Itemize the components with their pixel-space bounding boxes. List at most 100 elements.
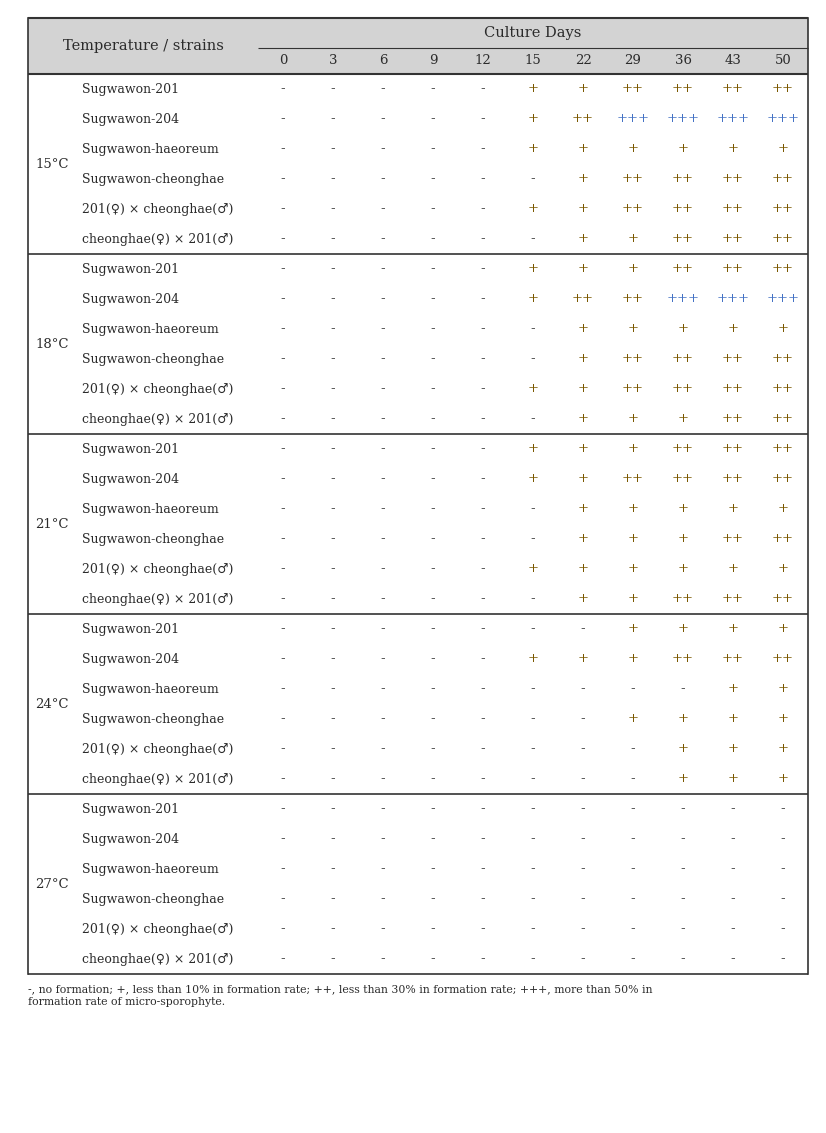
Text: ++: ++ <box>722 263 744 275</box>
Text: -: - <box>681 862 686 876</box>
Text: 15°C: 15°C <box>36 157 69 170</box>
Text: +: + <box>628 562 638 576</box>
Text: -: - <box>731 862 735 876</box>
Text: +: + <box>677 622 689 636</box>
Text: -: - <box>631 682 635 696</box>
Text: -: - <box>430 172 435 186</box>
Text: -: - <box>481 292 486 306</box>
Text: +: + <box>728 503 738 516</box>
Text: +: + <box>677 503 689 516</box>
Text: ++: ++ <box>672 83 694 95</box>
Text: +: + <box>528 112 539 126</box>
Text: -: - <box>430 922 435 936</box>
Text: +: + <box>677 323 689 335</box>
Text: -: - <box>430 443 435 455</box>
Text: -: - <box>530 352 535 366</box>
Text: -: - <box>481 112 486 126</box>
Text: -: - <box>481 953 486 965</box>
Text: -: - <box>381 622 385 636</box>
Text: -: - <box>281 172 285 186</box>
Text: -: - <box>330 352 335 366</box>
Text: -: - <box>530 773 535 785</box>
Text: +: + <box>777 773 789 785</box>
Text: -: - <box>430 352 435 366</box>
Text: ++: ++ <box>772 472 794 486</box>
Text: -: - <box>381 533 385 545</box>
Text: +: + <box>628 622 638 636</box>
Text: -: - <box>330 742 335 756</box>
Text: -: - <box>281 922 285 936</box>
Text: ++: ++ <box>772 263 794 275</box>
Text: -: - <box>781 922 786 936</box>
Text: -: - <box>381 773 385 785</box>
Text: -: - <box>530 593 535 605</box>
Text: +: + <box>577 203 588 215</box>
Text: ++: ++ <box>772 232 794 246</box>
Text: -: - <box>481 653 486 665</box>
Text: -: - <box>430 562 435 576</box>
Text: -: - <box>530 503 535 516</box>
Text: +: + <box>628 412 638 426</box>
Text: 0: 0 <box>279 54 287 68</box>
Text: +: + <box>628 323 638 335</box>
Text: +: + <box>677 412 689 426</box>
Text: -: - <box>631 833 635 845</box>
Text: cheonghae(♀) × 201(♂): cheonghae(♀) × 201(♂) <box>82 593 234 605</box>
Text: -: - <box>381 203 385 215</box>
Text: Sugwawon-cheonghae: Sugwawon-cheonghae <box>82 713 224 725</box>
Text: +: + <box>728 742 738 756</box>
Text: -: - <box>330 773 335 785</box>
Text: ++: ++ <box>722 172 744 186</box>
Text: -: - <box>381 682 385 696</box>
Text: cheonghae(♀) × 201(♂): cheonghae(♀) × 201(♂) <box>82 773 234 785</box>
Text: -: - <box>530 232 535 246</box>
Text: -: - <box>281 443 285 455</box>
Text: -: - <box>731 833 735 845</box>
Text: -: - <box>481 802 486 816</box>
Text: +++: +++ <box>667 112 700 126</box>
Text: +++: +++ <box>616 112 649 126</box>
Text: +: + <box>728 323 738 335</box>
Text: -: - <box>430 742 435 756</box>
Text: -: - <box>281 412 285 426</box>
Text: -: - <box>430 232 435 246</box>
Text: -: - <box>430 112 435 126</box>
Text: +: + <box>728 562 738 576</box>
Text: -: - <box>481 323 486 335</box>
Text: 12: 12 <box>475 54 491 68</box>
Text: ++: ++ <box>772 412 794 426</box>
Text: cheonghae(♀) × 201(♂): cheonghae(♀) × 201(♂) <box>82 412 234 426</box>
Text: +: + <box>577 323 588 335</box>
Text: 9: 9 <box>429 54 437 68</box>
Text: -: - <box>281 773 285 785</box>
Text: -: - <box>281 593 285 605</box>
Text: ++: ++ <box>672 653 694 665</box>
Text: -: - <box>281 292 285 306</box>
Text: -: - <box>530 742 535 756</box>
Text: +: + <box>528 653 539 665</box>
Text: +: + <box>777 143 789 155</box>
Text: ++: ++ <box>722 352 744 366</box>
Text: cheonghae(♀) × 201(♂): cheonghae(♀) × 201(♂) <box>82 232 234 246</box>
Text: ++: ++ <box>672 203 694 215</box>
Text: ++: ++ <box>772 203 794 215</box>
Text: +++: +++ <box>667 292 700 306</box>
Text: -: - <box>430 263 435 275</box>
Text: ++: ++ <box>772 83 794 95</box>
Text: -: - <box>281 143 285 155</box>
Text: -: - <box>481 622 486 636</box>
Text: +: + <box>677 773 689 785</box>
Text: -: - <box>530 922 535 936</box>
Text: Sugwawon-201: Sugwawon-201 <box>82 263 179 275</box>
Text: ++: ++ <box>772 653 794 665</box>
Text: -: - <box>281 562 285 576</box>
Text: +: + <box>728 622 738 636</box>
Text: Sugwawon-haeoreum: Sugwawon-haeoreum <box>82 503 219 516</box>
Text: -: - <box>631 893 635 905</box>
Text: +: + <box>528 203 539 215</box>
Text: -: - <box>731 922 735 936</box>
Text: -: - <box>430 773 435 785</box>
Text: -: - <box>481 143 486 155</box>
Text: -: - <box>731 953 735 965</box>
Text: +: + <box>577 503 588 516</box>
